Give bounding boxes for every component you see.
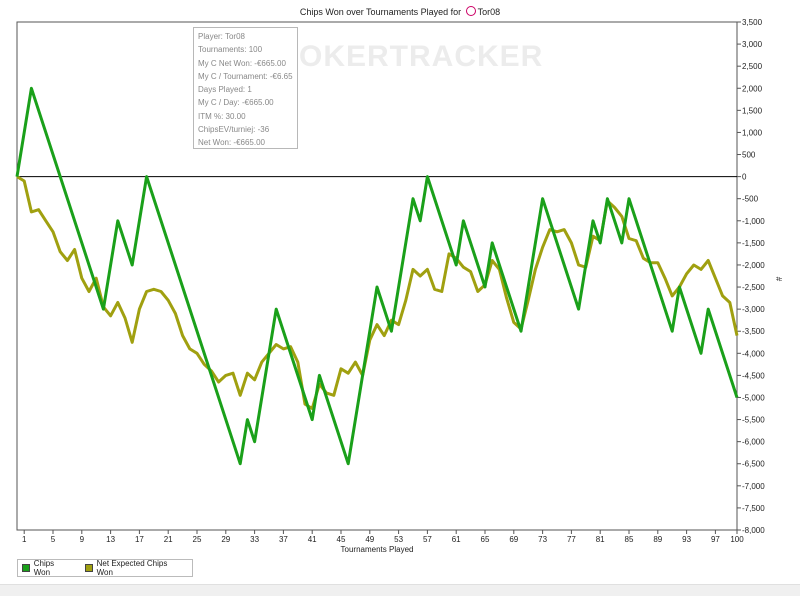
x-tick-label: 81: [596, 535, 605, 544]
x-tick-label: 49: [365, 535, 374, 544]
y-tick-label: -500: [742, 195, 759, 204]
chart-legend: Chips Won Net Expected Chips Won: [17, 559, 193, 577]
horizontal-scrollbar[interactable]: [0, 584, 800, 596]
x-tick-label: 73: [538, 535, 547, 544]
chart-title-prefix: Chips Won over Tournaments Played for: [299, 7, 462, 17]
tooltip-line: Days Played: 1: [198, 85, 252, 95]
y-tick-label: -3,000: [742, 305, 765, 314]
y-tick-label: -6,500: [742, 460, 765, 469]
x-tick-label: 89: [653, 535, 662, 544]
legend-label: Net Expected Chips Won: [96, 559, 168, 577]
x-tick-label: 5: [51, 535, 56, 544]
tooltip-line: Tournaments: 100: [198, 45, 263, 55]
y-tick-label: -7,500: [742, 504, 765, 513]
plot-area: [16, 21, 738, 531]
y-tick-label: -2,500: [742, 283, 765, 292]
tooltip-line: Net Won: -€665.00: [198, 138, 266, 148]
y-tick-label: 0: [742, 173, 747, 182]
legend-swatch-net-expected: [84, 564, 93, 572]
x-tick-label: 25: [193, 535, 202, 544]
x-tick-label: 45: [337, 535, 346, 544]
y-tick-label: 2,000: [742, 84, 763, 93]
legend-item-chips-won[interactable]: Chips Won: [22, 559, 71, 577]
x-tick-label: 85: [625, 535, 634, 544]
y-tick-label: 500: [742, 151, 756, 160]
x-axis-label: Tournaments Played: [341, 545, 414, 554]
x-tick-label: 69: [509, 535, 518, 544]
x-tick-label: 93: [682, 535, 691, 544]
x-tick-label: 9: [80, 535, 85, 544]
legend-label: Chips Won: [33, 559, 55, 577]
y-tick-label: -5,500: [742, 416, 765, 425]
x-tick-label: 97: [711, 535, 720, 544]
x-tick-label: 13: [106, 535, 115, 544]
x-tick-label: 57: [423, 535, 432, 544]
y-tick-label: -8,000: [742, 526, 765, 535]
x-tick-label: 21: [164, 535, 173, 544]
x-tick-label: 1: [22, 535, 27, 544]
player-stats-tooltip: Player: Tor08 Tournaments: 100 My C Net …: [193, 27, 298, 149]
y-axis: 3,500 3,000 2,500 2,000 1,500 1,000 500 0 -500 -1…: [737, 18, 765, 535]
y-tick-label: -5,000: [742, 393, 765, 402]
y-tick-label: 1,500: [742, 106, 763, 115]
y-tick-label: -7,000: [742, 482, 765, 491]
y-tick-label: -1,000: [742, 217, 765, 226]
x-tick-label: 33: [250, 535, 259, 544]
x-tick-label: 61: [452, 535, 461, 544]
x-tick-label: 17: [135, 535, 144, 544]
x-tick-label: 29: [221, 535, 230, 544]
y-tick-label: -6,000: [742, 438, 765, 447]
chart-title: Chips Won over Tournaments Played for To…: [0, 6, 800, 17]
x-tick-label: 77: [567, 535, 576, 544]
player-note-icon: [465, 6, 476, 16]
y-axis-label: #: [774, 277, 783, 282]
tooltip-line: My C / Day: -€665.00: [198, 98, 274, 108]
x-tick-label: 37: [279, 535, 288, 544]
y-tick-label: -4,500: [742, 371, 765, 380]
series-net-expected-chips-won: [16, 175, 739, 410]
series-chips-won: [15, 86, 739, 466]
y-tick-label: 1,000: [742, 128, 763, 137]
x-axis: 1 5 9 13 17 21 25 29 33 37 41 45 49 53 57 61 65 69 73 77 81 8…: [22, 530, 744, 544]
chart-canvas: 3,500 3,000 2,500 2,000 1,500 1,000 500 0 -500 -1…: [15, 18, 783, 554]
y-tick-label: -4,000: [742, 349, 765, 358]
y-tick-label: 3,000: [742, 40, 763, 49]
series-layer: [15, 86, 739, 466]
y-tick-label: 3,500: [742, 18, 763, 27]
tooltip-line: My C Net Won: -€665.00: [198, 58, 286, 68]
tooltip-line: My C / Tournament: -€6.65: [198, 71, 293, 81]
y-tick-label: -3,500: [742, 327, 765, 336]
x-tick-label: 65: [481, 535, 490, 544]
pokertracker-watermark: POKERTRACKER: [278, 40, 544, 73]
x-tick-label: 41: [308, 535, 317, 544]
legend-item-net-expected[interactable]: Net Expected Chips Won: [84, 559, 182, 577]
tooltip-line: ITM %: 30.00: [198, 111, 246, 121]
tooltip-line: Player: Tor08: [198, 32, 245, 41]
legend-swatch-chips-won: [22, 564, 30, 572]
tooltip-line: ChipsEV/turniej: -36: [198, 125, 270, 135]
x-tick-label: 100: [730, 535, 744, 544]
y-tick-label: -2,000: [742, 261, 765, 270]
x-tick-label: 53: [394, 535, 403, 544]
chart-title-player: Tor08: [477, 7, 501, 17]
y-tick-label: -1,500: [742, 239, 765, 248]
y-tick-label: 2,500: [742, 62, 763, 71]
